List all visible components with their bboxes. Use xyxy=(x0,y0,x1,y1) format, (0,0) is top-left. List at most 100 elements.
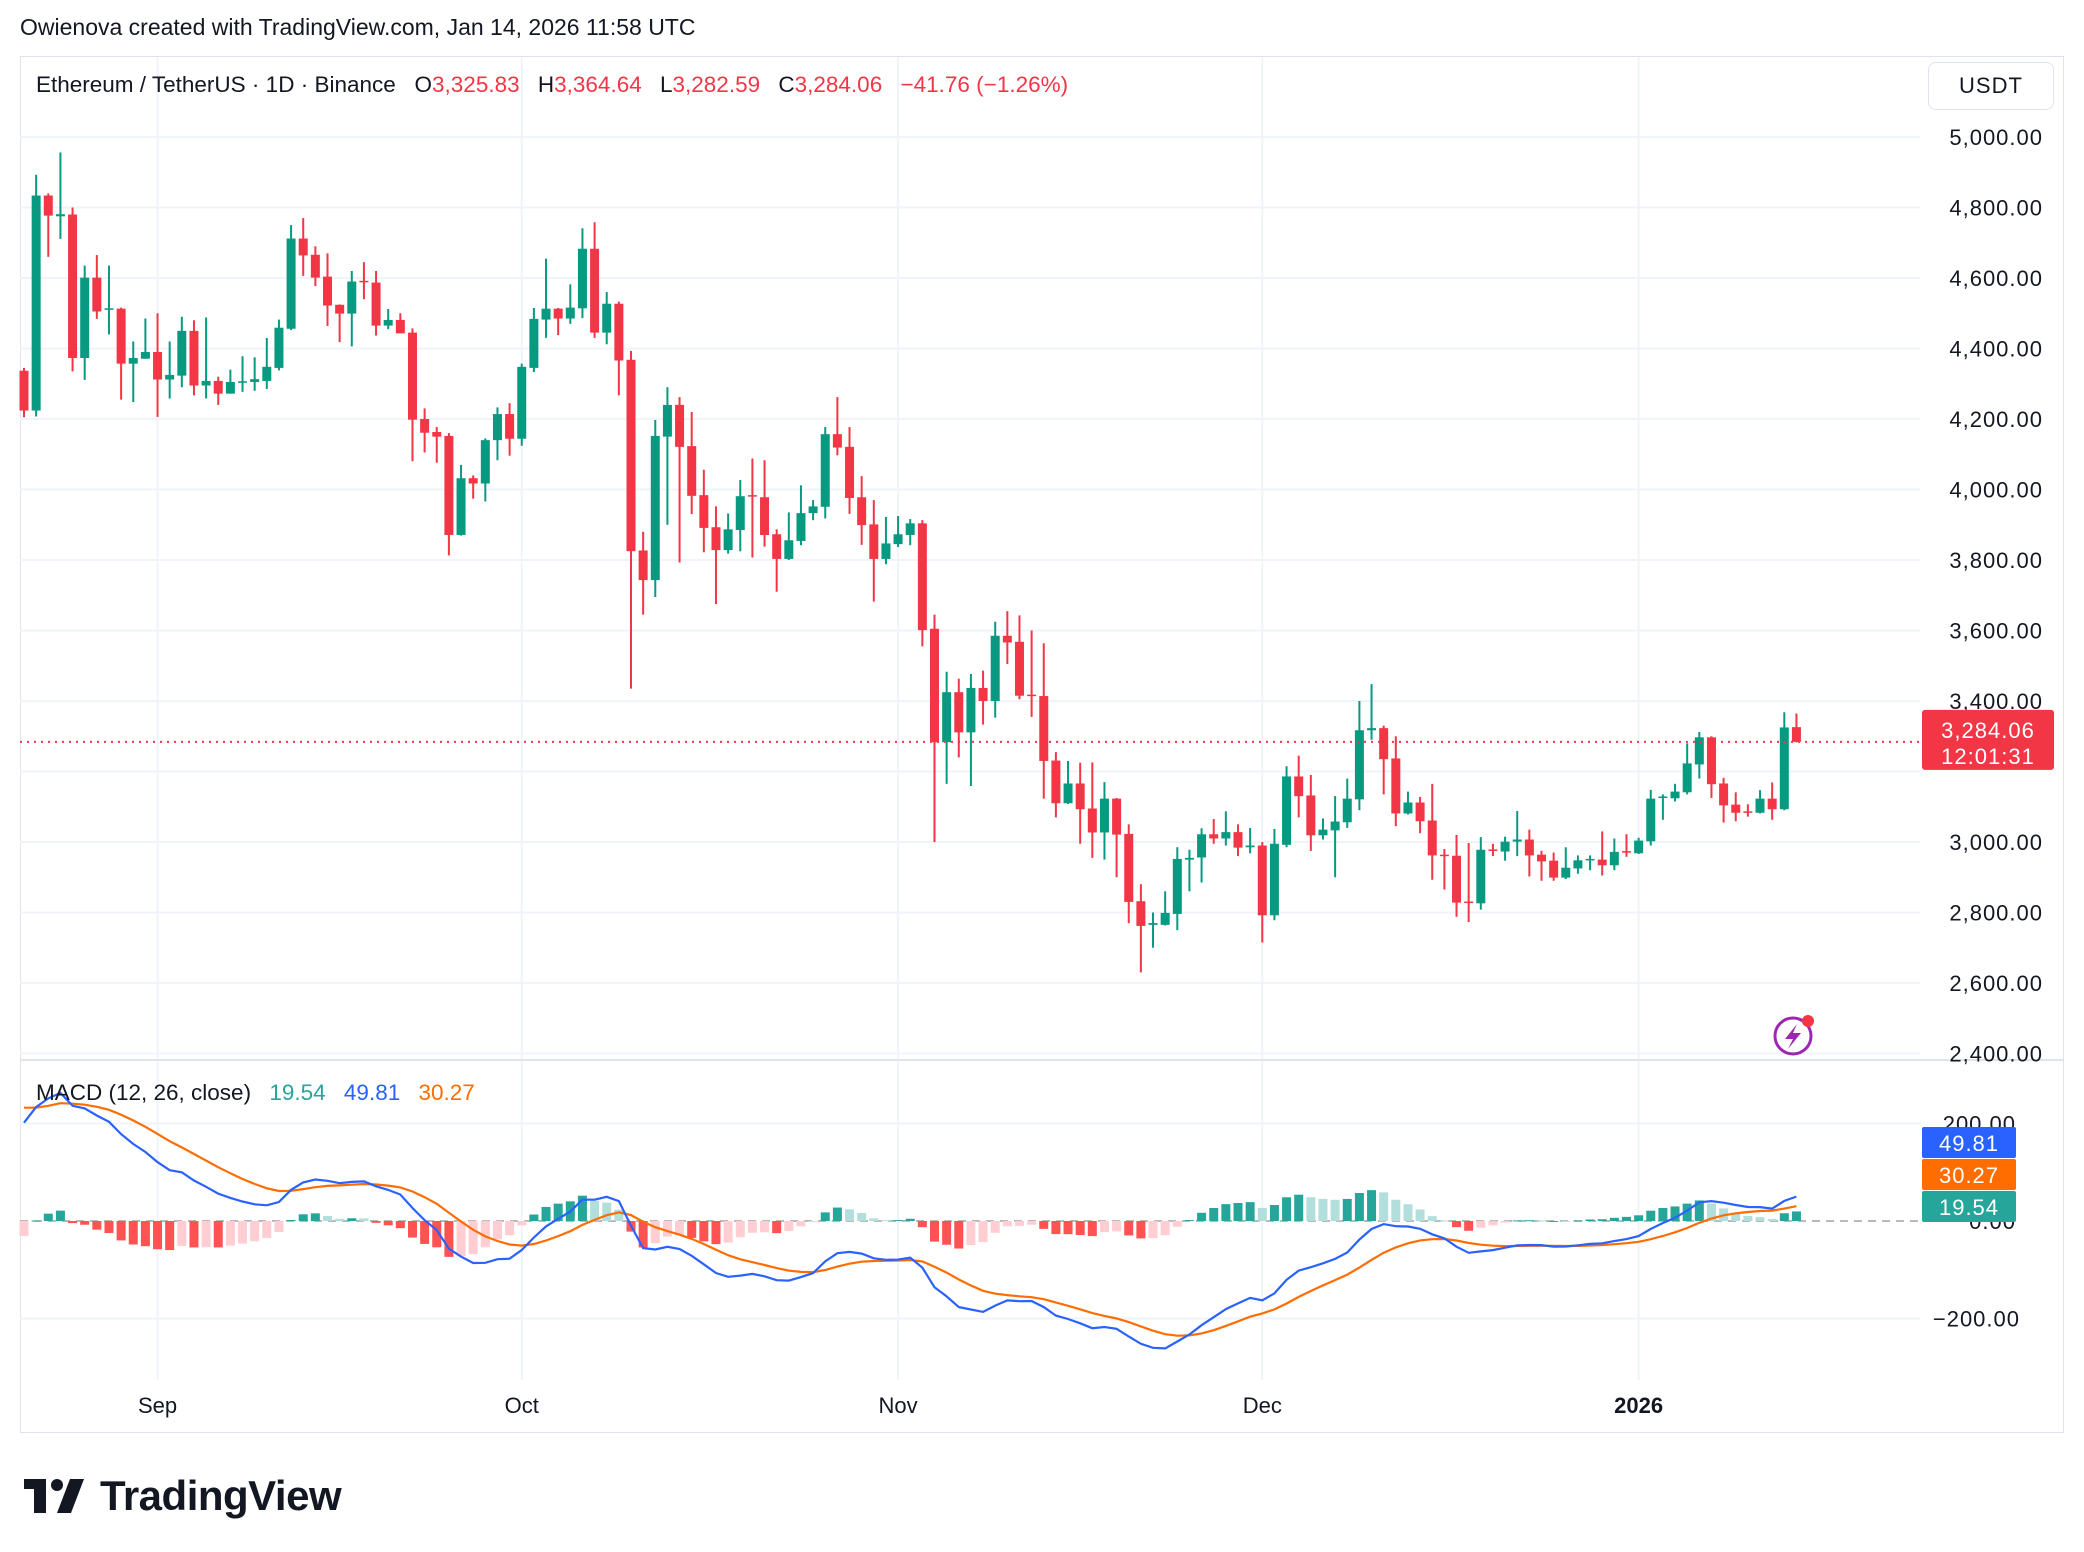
price-tick-label: 3,400.00 xyxy=(1949,689,2043,714)
candle-body xyxy=(1330,821,1340,831)
candle xyxy=(1634,837,1644,854)
candle-body xyxy=(310,254,320,278)
candle xyxy=(153,313,163,417)
macd-histogram-bar xyxy=(1282,1197,1292,1221)
candle-body xyxy=(1124,833,1134,902)
candle xyxy=(954,678,964,758)
lightning-bolt-icon[interactable] xyxy=(1773,1015,1814,1056)
macd-histogram-bar xyxy=(845,1209,855,1221)
candle-body xyxy=(1609,851,1619,866)
candle-body xyxy=(1415,802,1425,822)
macd-histogram-bar xyxy=(31,1220,41,1222)
macd-histogram-bar xyxy=(371,1221,381,1223)
candle xyxy=(881,516,891,565)
macd-histogram-bar xyxy=(614,1209,624,1221)
macd-histogram-bar xyxy=(1112,1221,1122,1232)
candle-body xyxy=(1051,760,1061,804)
macd-histogram-bar xyxy=(1221,1204,1231,1221)
macd-histogram-bar xyxy=(1634,1215,1644,1221)
macd-title[interactable]: MACD (12, 26, close) xyxy=(36,1080,252,1105)
macd-histogram-bar xyxy=(43,1213,53,1221)
tradingview-logo: TradingView xyxy=(24,1472,342,1520)
macd-histogram-bar xyxy=(310,1213,320,1221)
candle xyxy=(1172,847,1182,931)
candle-body xyxy=(250,379,260,382)
candle xyxy=(468,475,478,499)
macd-histogram-bar xyxy=(1318,1198,1328,1221)
macd-histogram-bar xyxy=(153,1221,163,1250)
candle xyxy=(1415,796,1425,834)
candle xyxy=(517,363,527,446)
candle-body xyxy=(432,432,442,437)
candle xyxy=(1500,836,1510,861)
candle xyxy=(832,397,842,456)
candle xyxy=(650,420,660,598)
macd-histogram-bar xyxy=(395,1221,405,1229)
candle xyxy=(1791,713,1801,743)
candle xyxy=(1719,777,1729,823)
candle-body xyxy=(1755,798,1765,813)
symbol-name[interactable]: Ethereum / TetherUS · 1D · Binance xyxy=(36,72,396,97)
macd-line xyxy=(23,1091,1797,1350)
macd-histogram-bar xyxy=(80,1221,90,1225)
macd-histogram-bar xyxy=(723,1221,733,1243)
candle-body xyxy=(1245,845,1255,848)
macd-histogram-bar xyxy=(772,1221,782,1234)
macd-histogram-bar xyxy=(675,1221,685,1236)
time-tick-label: Oct xyxy=(505,1393,539,1418)
candle xyxy=(116,307,126,400)
candle xyxy=(189,320,199,396)
candle xyxy=(1694,732,1704,779)
candle xyxy=(1136,884,1146,973)
candle-body xyxy=(1136,901,1146,926)
candle xyxy=(1160,891,1170,926)
macd-histogram-bar xyxy=(19,1221,29,1236)
candle-body xyxy=(1682,763,1692,793)
currency-button[interactable]: USDT xyxy=(1928,62,2054,110)
macd-histogram-bar xyxy=(1597,1219,1607,1221)
candle-body xyxy=(189,330,199,386)
candle-body xyxy=(796,513,806,541)
macd-histogram-bar xyxy=(796,1221,806,1227)
candle-body xyxy=(529,318,539,368)
candle xyxy=(893,515,903,547)
time-tick-label: Sep xyxy=(138,1393,177,1418)
candle xyxy=(978,670,988,725)
macd-histogram-bar xyxy=(116,1221,126,1241)
macd-macd-tag-label: 49.81 xyxy=(1939,1131,1999,1156)
price-tick-label: 4,200.00 xyxy=(1949,407,2043,432)
macd-histogram-bar xyxy=(1172,1221,1182,1227)
candle-body xyxy=(298,238,308,256)
candle-body xyxy=(772,534,782,559)
macd-histogram-bar xyxy=(893,1220,903,1222)
candle-body xyxy=(808,506,818,514)
last-price-label: 3,284.06 xyxy=(1941,718,2035,743)
close-label: C xyxy=(778,72,795,97)
macd-histogram-bar xyxy=(1427,1216,1437,1221)
symbol-legend: Ethereum / TetherUS · 1D · Binance O3,32… xyxy=(36,72,1080,98)
candle xyxy=(92,255,102,319)
candle-body xyxy=(1403,802,1413,814)
candle xyxy=(1488,843,1498,857)
macd-histogram-bar xyxy=(541,1206,551,1221)
macd-histogram-bar xyxy=(638,1221,648,1248)
candle xyxy=(1391,736,1401,827)
candle-body xyxy=(505,414,515,439)
candle xyxy=(553,307,563,336)
candle xyxy=(1731,792,1741,822)
candle xyxy=(699,469,709,553)
candle-body xyxy=(359,280,369,283)
candle-body xyxy=(675,404,685,447)
candle-body xyxy=(153,352,163,380)
macd-histogram-bar xyxy=(201,1221,211,1248)
candle xyxy=(1609,838,1619,871)
candle xyxy=(1282,766,1292,848)
macd-histogram-bar xyxy=(808,1221,818,1222)
macd-histogram-bar xyxy=(347,1218,357,1221)
candle-body xyxy=(869,524,879,559)
candle-body xyxy=(1172,858,1182,914)
macd-histogram-bar xyxy=(286,1219,296,1221)
candle-body xyxy=(1512,839,1522,842)
candle-body xyxy=(104,308,114,310)
